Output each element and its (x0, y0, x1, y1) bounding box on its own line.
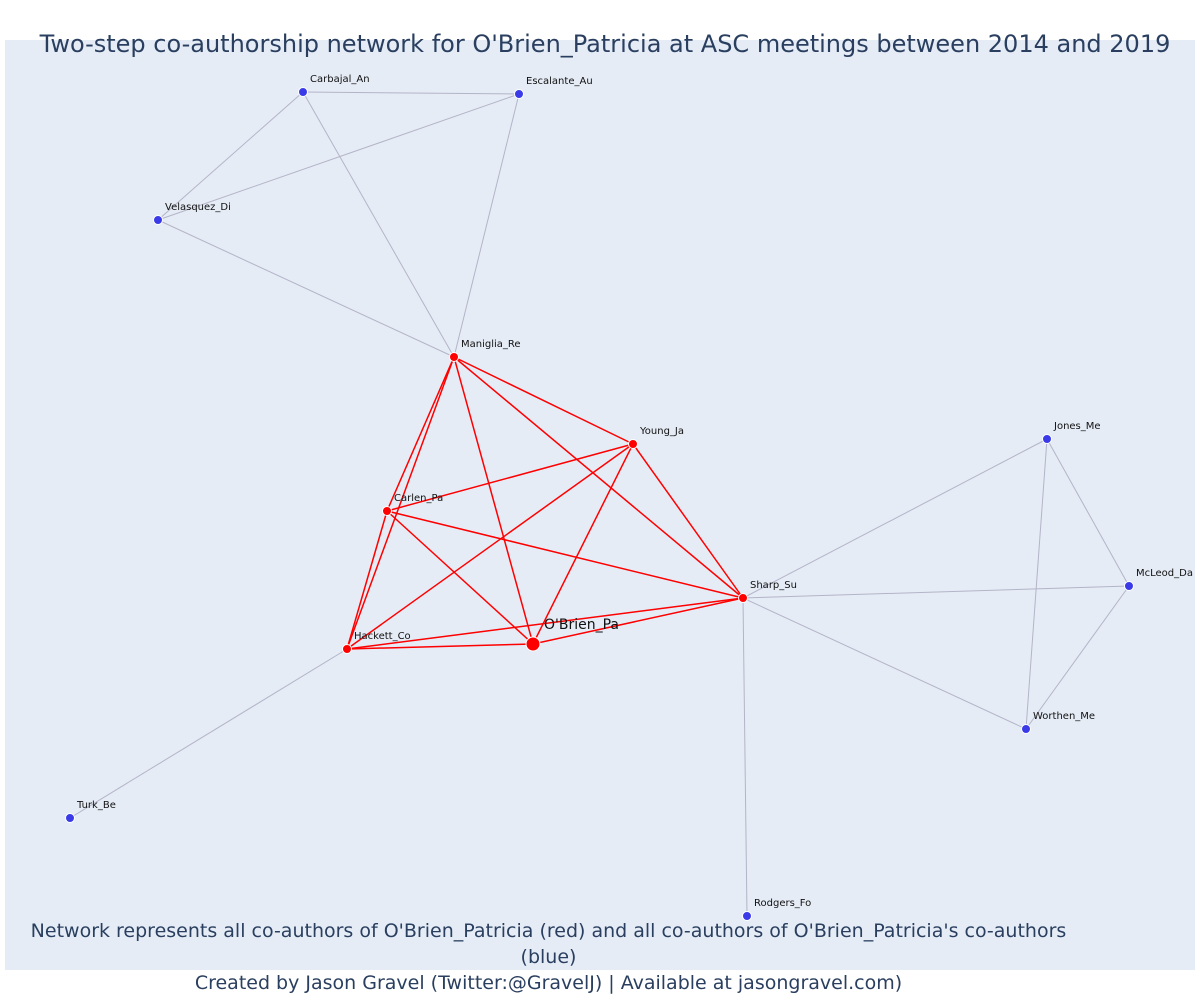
edge-Velasquez_Di-Maniglia_Re (157, 219, 455, 358)
edge-Young_Ja-OBrien_Pa (532, 443, 634, 645)
node-Jones_Me[interactable] (1042, 434, 1052, 444)
edge-Hackett_Co-OBrien_Pa (346, 643, 534, 650)
plot-background (5, 40, 1195, 970)
node-label-Jones_Me: Jones_Me (1053, 421, 1101, 432)
node-Worthen_Me[interactable] (1021, 724, 1031, 734)
node-label-Young_Ja: Young_Ja (639, 426, 684, 437)
node-label-Velasquez_Di: Velasquez_Di (165, 202, 231, 213)
edge-Sharp_Su-Worthen_Me (742, 597, 1027, 730)
node-Sharp_Su[interactable] (738, 593, 748, 603)
edge-Carbajal_An-Velasquez_Di (157, 91, 304, 221)
node-Carbajal_An[interactable] (298, 87, 308, 97)
node-McLeod_Da[interactable] (1124, 581, 1134, 591)
node-Hackett_Co[interactable] (342, 644, 352, 654)
node-label-Turk_Be: Turk_Be (76, 800, 116, 811)
edge-Jones_Me-Worthen_Me (1025, 438, 1048, 730)
edge-Carbajal_An-Maniglia_Re (302, 91, 455, 358)
node-OBrien_Pa[interactable] (525, 636, 541, 652)
chart-title: Two-step co-authorship network for O'Bri… (39, 30, 1171, 58)
edge-Maniglia_Re-Young_Ja (453, 356, 634, 445)
edge-Hackett_Co-Turk_Be (69, 648, 348, 819)
node-label-Hackett_Co: Hackett_Co (354, 631, 411, 642)
node-label-Sharp_Su: Sharp_Su (750, 580, 797, 591)
node-Velasquez_Di[interactable] (153, 215, 163, 225)
node-label-Rodgers_Fo: Rodgers_Fo (754, 898, 811, 909)
node-Carlen_Pa[interactable] (382, 506, 392, 516)
footnote: Network represents all co-authors of O'B… (0, 918, 1097, 996)
edge-Maniglia_Re-Hackett_Co (346, 356, 455, 650)
edge-Jones_Me-McLeod_Da (1046, 438, 1130, 587)
edge-Carbajal_An-Escalante_Au (302, 91, 520, 95)
node-label-Worthen_Me: Worthen_Me (1033, 711, 1095, 722)
node-label-Maniglia_Re: Maniglia_Re (461, 339, 521, 350)
node-label-Carbajal_An: Carbajal_An (310, 74, 370, 85)
node-label-OBrien_Pa: O'Brien_Pa (544, 617, 619, 633)
label-layer: O'Brien_Pa Maniglia_Re Young_Ja Carlen_Pa Ha… (76, 74, 1193, 909)
edge-Sharp_Su-Jones_Me (742, 438, 1048, 599)
edge-Young_Ja-Sharp_Su (632, 443, 744, 599)
node-label-Escalante_Au: Escalante_Au (526, 76, 593, 87)
edge-Escalante_Au-Velasquez_Di (157, 93, 520, 221)
node-Rodgers_Fo[interactable] (742, 911, 752, 921)
edge-Young_Ja-Hackett_Co (346, 443, 634, 650)
edge-McLeod_Da-Worthen_Me (1025, 585, 1130, 730)
edge-Maniglia_Re-Carlen_Pa (386, 356, 455, 512)
edge-Young_Ja-Carlen_Pa (386, 443, 634, 512)
node-Escalante_Au[interactable] (514, 89, 524, 99)
edge-Sharp_Su-McLeod_Da (742, 585, 1130, 599)
edge-Carlen_Pa-OBrien_Pa (386, 510, 534, 645)
node-layer (65, 87, 1134, 921)
edge-Carlen_Pa-Sharp_Su (386, 510, 744, 599)
edge-Carlen_Pa-Hackett_Co (346, 510, 388, 650)
footnote-line-2: Created by Jason Gravel (Twitter:@Gravel… (194, 972, 903, 994)
node-Young_Ja[interactable] (628, 439, 638, 449)
footnote-line-1: Network represents all co-authors of O'B… (30, 920, 1067, 968)
edge-Maniglia_Re-OBrien_Pa (453, 356, 534, 645)
node-label-Carlen_Pa: Carlen_Pa (394, 493, 443, 504)
edge-Maniglia_Re-Sharp_Su (453, 356, 744, 599)
edge-Sharp_Su-Rodgers_Fo (742, 597, 748, 917)
edge-layer (69, 91, 1130, 917)
edge-OBrien_Pa-Sharp_Su (532, 597, 744, 645)
node-Turk_Be[interactable] (65, 813, 75, 823)
edge-Escalante_Au-Maniglia_Re (453, 93, 520, 358)
edge-Hackett_Co-Sharp_Su (346, 597, 744, 650)
node-label-McLeod_Da: McLeod_Da (1136, 568, 1193, 579)
node-Maniglia_Re[interactable] (449, 352, 459, 362)
